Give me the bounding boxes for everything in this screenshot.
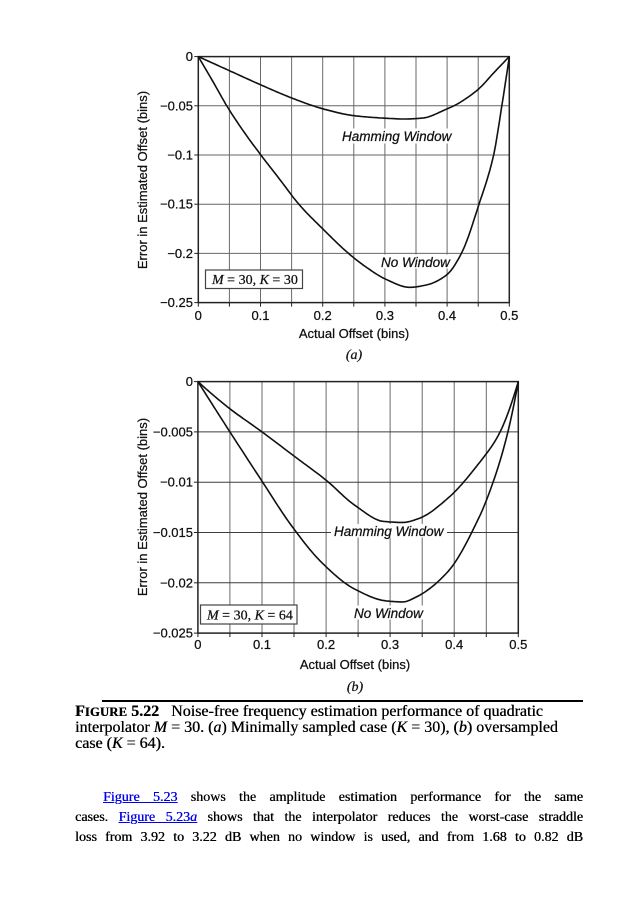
svg-text:0.5: 0.5	[500, 308, 518, 323]
svg-text:0: 0	[194, 637, 201, 652]
svg-text:−0.25: −0.25	[160, 295, 193, 310]
svg-text:No Window: No Window	[354, 606, 424, 621]
svg-text:0.2: 0.2	[314, 308, 332, 323]
svg-text:−0.01: −0.01	[160, 475, 193, 490]
svg-text:Actual Offset (bins): Actual Offset (bins)	[300, 657, 410, 672]
svg-text:No Window: No Window	[381, 255, 451, 270]
svg-text:0.1: 0.1	[251, 308, 269, 323]
svg-text:−0.05: −0.05	[160, 98, 193, 113]
svg-text:−0.025: −0.025	[153, 626, 193, 641]
svg-text:0.2: 0.2	[317, 637, 335, 652]
svg-text:−0.015: −0.015	[153, 525, 193, 540]
svg-text:Hamming Window: Hamming Window	[342, 129, 453, 144]
svg-text:0.1: 0.1	[253, 637, 271, 652]
svg-text:−0.1: −0.1	[167, 148, 193, 163]
svg-text:0.3: 0.3	[376, 308, 394, 323]
svg-text:Hamming Window: Hamming Window	[334, 524, 445, 539]
svg-text:M = 30, K = 30: M = 30, K = 30	[211, 273, 298, 288]
svg-text:M = 30, K = 64: M = 30, K = 64	[206, 609, 293, 624]
svg-text:Actual Offset (bins): Actual Offset (bins)	[299, 326, 409, 341]
svg-text:−0.15: −0.15	[160, 197, 193, 212]
svg-text:0.4: 0.4	[445, 637, 463, 652]
svg-text:Error in Estimated Offset (bin: Error in Estimated Offset (bins)	[135, 91, 150, 269]
svg-text:(b): (b)	[347, 680, 364, 695]
svg-text:0.3: 0.3	[381, 637, 399, 652]
svg-text:0: 0	[195, 308, 202, 323]
svg-text:Error in Estimated Offset (bin: Error in Estimated Offset (bins)	[135, 418, 150, 596]
svg-text:0.5: 0.5	[509, 637, 527, 652]
svg-text:0: 0	[186, 374, 193, 389]
svg-text:−0.02: −0.02	[160, 575, 193, 590]
svg-text:0.4: 0.4	[438, 308, 456, 323]
svg-text:0: 0	[186, 49, 193, 64]
svg-text:(a): (a)	[346, 348, 363, 363]
svg-text:−0.2: −0.2	[167, 246, 193, 261]
svg-text:−0.005: −0.005	[153, 424, 193, 439]
